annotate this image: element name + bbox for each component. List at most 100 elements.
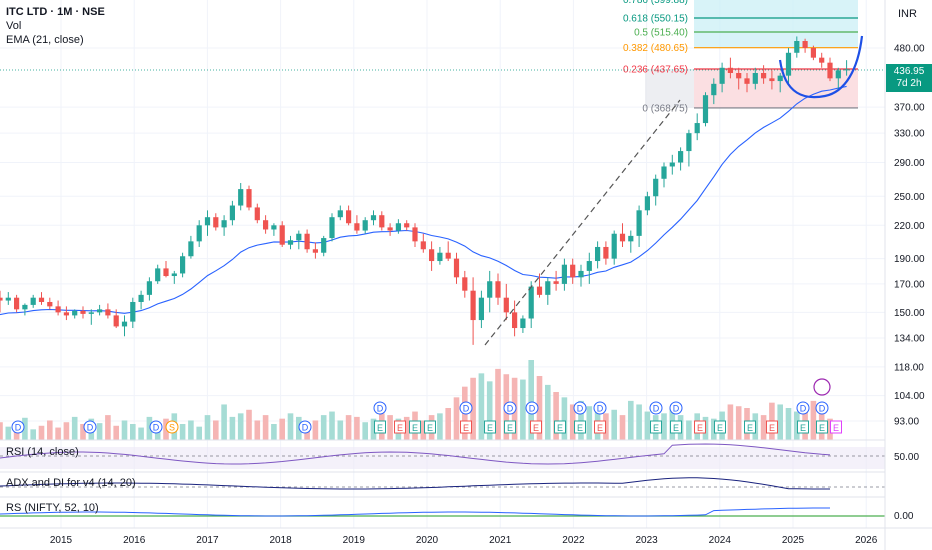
- candle-body: [404, 223, 410, 228]
- dividend-marker: D: [573, 401, 587, 415]
- volume-bar: [478, 373, 485, 440]
- candle-body: [362, 220, 368, 231]
- candle-body: [702, 95, 709, 124]
- earnings-text: E: [487, 423, 493, 433]
- candle-body: [661, 166, 667, 179]
- volume-bar: [370, 418, 377, 440]
- earnings-box: [830, 420, 842, 434]
- last-price-tag[interactable]: 436.95 7d 2h: [886, 64, 932, 92]
- rs-legend[interactable]: RS (NIFTY, 52, 10): [6, 502, 99, 514]
- earnings-text: E: [653, 423, 659, 433]
- candle-body: [121, 321, 128, 327]
- time-axis[interactable]: 2015 2016 2017 2018 2019 2020 2021 2022 2023 2024…: [0, 527, 932, 546]
- earnings-box: [460, 420, 472, 434]
- candle-body: [97, 309, 103, 313]
- trend-line-drawing[interactable]: [484, 99, 681, 346]
- dividend-circle: [459, 401, 473, 415]
- volume-bar: [113, 425, 119, 440]
- dividend-marker: D: [11, 420, 25, 434]
- fib-top-label: 0.786 (599.88): [623, 0, 688, 6]
- split-marker: S: [165, 420, 179, 434]
- candle-body: [312, 249, 318, 253]
- dividend-marker: D: [298, 420, 312, 434]
- dividend-text: D: [377, 404, 384, 414]
- candle-body: [395, 223, 401, 231]
- earnings-marker: E: [830, 420, 842, 434]
- volume-bar: [320, 415, 327, 440]
- volume-bar: [188, 420, 194, 440]
- earnings-text: E: [717, 423, 723, 433]
- candle-body: [113, 315, 119, 327]
- earnings-marker: E: [816, 420, 828, 434]
- dividend-circle: [796, 401, 810, 415]
- candle-body: [22, 304, 28, 310]
- adx-legend[interactable]: ADX and DI for v4 (14, 20): [6, 477, 136, 489]
- dividend-text: D: [800, 404, 807, 414]
- candle-body: [827, 62, 833, 79]
- earnings-box: [574, 420, 586, 434]
- candle-body: [619, 233, 626, 242]
- dividend-circle: [83, 420, 97, 434]
- volume-bar: [0, 422, 3, 440]
- candle-body: [88, 312, 94, 314]
- volume-bar: [121, 420, 128, 440]
- price-axis[interactable]: 93.00 104.00 118.00 134.00 150.00 170.00 190.0…: [884, 0, 925, 550]
- earnings-text: E: [463, 423, 469, 433]
- earnings-text: E: [427, 423, 433, 433]
- year-label: 2022: [562, 535, 585, 546]
- volume-bar: [711, 418, 717, 440]
- dividend-circle: [815, 401, 829, 415]
- candle-body: [711, 83, 717, 96]
- earnings-marker: E: [409, 420, 421, 434]
- earnings-marker: E: [650, 420, 662, 434]
- candle-body: [578, 270, 584, 278]
- dividend-text: D: [302, 423, 309, 433]
- candle-body: [727, 67, 733, 74]
- volume-bar: [810, 400, 817, 440]
- candle-body: [686, 133, 692, 152]
- candle-body: [329, 217, 335, 239]
- earnings-text: E: [597, 423, 603, 433]
- fib-zone-lower: [694, 68, 858, 108]
- price-tick-label: 250.00: [894, 192, 925, 203]
- volume-bar: [146, 416, 153, 440]
- volume-bar: [5, 426, 12, 440]
- earnings-text: E: [377, 423, 383, 433]
- dividend-text: D: [463, 404, 470, 414]
- volume-bar: [30, 429, 36, 440]
- symbol-legend[interactable]: ITC LTD · 1M · NSE: [6, 6, 105, 18]
- dividend-text: D: [653, 404, 660, 414]
- fibonacci-retracement[interactable]: 0.618 (550.15) 0.5 (515.40) 0.382 (480.65)…: [0, 0, 885, 114]
- volume-bar: [105, 415, 111, 440]
- candle-body: [636, 210, 642, 236]
- volume-bar: [569, 404, 576, 440]
- candle-body: [296, 233, 302, 241]
- earnings-box: [766, 420, 778, 434]
- rsi-legend[interactable]: RSI (14, close): [6, 446, 79, 458]
- dividend-marker: D: [525, 401, 539, 415]
- volume-bar: [760, 415, 767, 440]
- price-tick-label: 220.00: [894, 221, 925, 232]
- earnings-box: [694, 420, 706, 434]
- price-tick-label: 370.00: [894, 103, 925, 114]
- dividend-text: D: [577, 404, 584, 414]
- ema-legend[interactable]: EMA (21, close): [6, 34, 84, 46]
- rs-line: [0, 507, 830, 517]
- ema-line: [0, 85, 847, 316]
- earnings-marker: E: [530, 420, 542, 434]
- price-tick-label: 134.00: [894, 333, 925, 344]
- candle-body: [785, 52, 792, 76]
- candle-body: [412, 227, 418, 242]
- volume-bar: [777, 404, 783, 440]
- candle-body: [379, 215, 385, 228]
- cup-pattern-drawing[interactable]: [778, 35, 864, 99]
- fib-level-label: 0 (368.75): [642, 103, 688, 114]
- candle-body: [63, 312, 69, 316]
- volume-bar: [586, 406, 593, 440]
- earnings-marker: E: [424, 420, 436, 434]
- candle-body: [611, 233, 617, 259]
- volume-legend[interactable]: Vol: [6, 20, 22, 32]
- candle-body: [420, 241, 426, 250]
- rs-level-label: 0.00: [894, 511, 914, 522]
